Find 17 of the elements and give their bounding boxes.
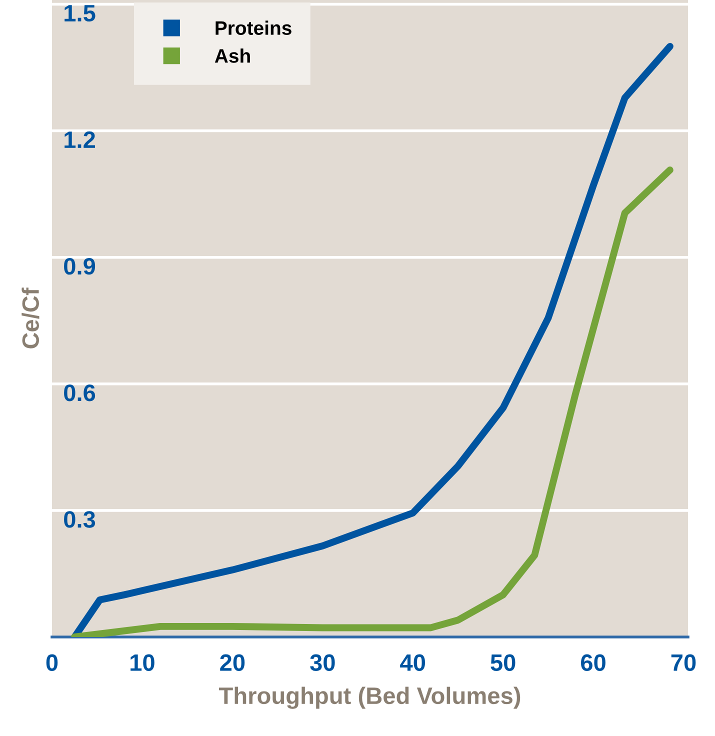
x-tick-label: 60 — [581, 654, 606, 672]
y-tick-label: 0.9 — [64, 258, 96, 275]
x-tick-label: 70 — [671, 654, 696, 672]
x-tick-label: 0 — [46, 654, 58, 672]
x-tick-label: 30 — [310, 654, 335, 672]
y-tick-label: 0.6 — [64, 384, 96, 402]
y-tick-label: 1.2 — [64, 131, 95, 148]
legend-label: Ash — [214, 48, 250, 63]
x-tick-label: 50 — [490, 654, 516, 672]
x-tick-label: 40 — [400, 654, 426, 672]
legend-label: Proteins — [216, 20, 292, 35]
x-tick-label: 10 — [130, 654, 154, 672]
y-tick-label: 0.3 — [64, 511, 96, 528]
x-axis-title: Throughput (Bed Volumes) — [219, 686, 520, 709]
y-axis-title: Ce/Cf — [22, 288, 40, 348]
x-tick-label: 20 — [220, 654, 245, 672]
y-tick-label: 1.5 — [64, 5, 96, 22]
